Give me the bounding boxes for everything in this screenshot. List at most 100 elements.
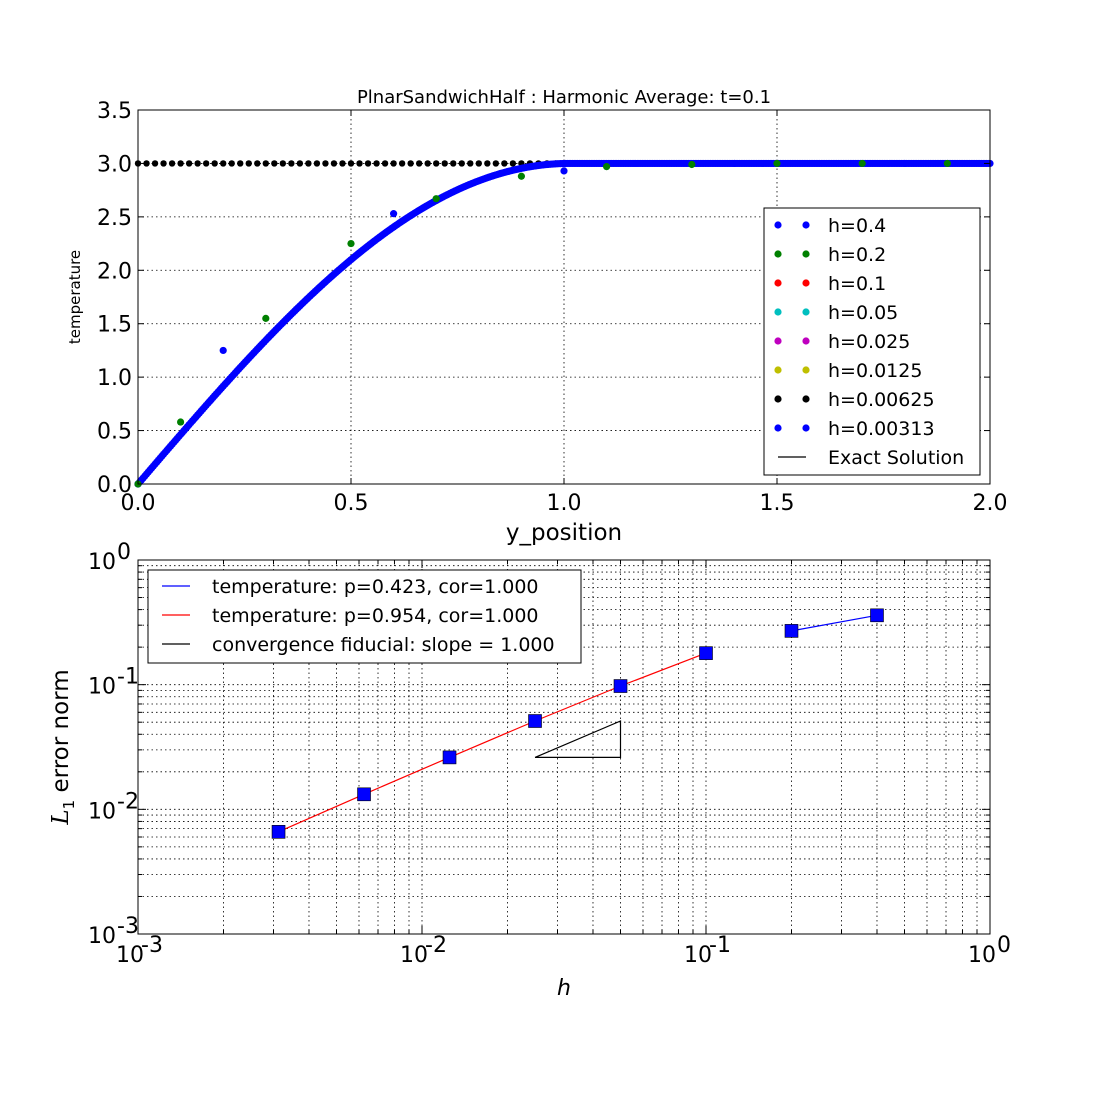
bottom-xtick-label: 10 — [968, 943, 996, 968]
top-legend-label: h=0.05 — [828, 302, 898, 324]
flat-point — [151, 160, 159, 167]
flat-point — [373, 160, 380, 167]
top-xtick-label: 0.0 — [121, 491, 156, 516]
bottom-xtick-label: 10 — [116, 943, 144, 968]
flat-point — [194, 160, 201, 167]
series-1-point — [773, 159, 781, 168]
flat-point — [254, 160, 261, 167]
series-1-point — [517, 172, 526, 180]
bottom-ytick-label: 10 — [88, 799, 116, 824]
series-1-point — [603, 163, 611, 171]
bottom-ytick-exponent: -3 — [117, 914, 139, 939]
legend-marker — [802, 395, 810, 403]
bottom-series-2-line — [534, 720, 622, 759]
series-1-point — [858, 159, 866, 168]
legend-marker — [802, 221, 810, 229]
legend-marker — [774, 337, 782, 345]
series-0-point — [219, 346, 227, 355]
legend-marker — [802, 308, 810, 316]
bottom-ylabel: L1 error norm — [48, 669, 78, 825]
bottom-data — [271, 608, 884, 839]
flat-point — [381, 160, 389, 167]
flat-point — [398, 160, 406, 167]
top-chart-title: PlnarSandwichHalf : Harmonic Average: t=… — [357, 87, 771, 108]
top-ytick-label: 0.5 — [97, 420, 132, 445]
svg-text:L1 error norm: L1 error norm — [48, 669, 78, 825]
bottom-marker — [870, 608, 884, 623]
top-ticks: 0.0 0.5 1.0 1.5 2.0 0.0 0.5 1.0 1.5 2.0 2.5 3.0 3.5 — [97, 99, 1008, 516]
flat-point — [220, 160, 227, 167]
legend-marker — [774, 221, 782, 229]
flat-point — [347, 160, 355, 167]
series-0-point — [390, 210, 398, 218]
legend-marker — [774, 308, 782, 316]
legend-marker — [774, 250, 782, 258]
bottom-marker — [528, 714, 542, 728]
bottom-ytick-exponent: -1 — [117, 665, 139, 690]
bottom-ticks: 10-310 -310-210 -210-110 -110 010 0 — [88, 540, 1011, 968]
flat-point — [501, 160, 508, 167]
top-xtick-label: 2.0 — [973, 491, 1008, 516]
series-0-point — [730, 159, 739, 168]
flat-point — [168, 160, 176, 167]
flat-point — [415, 160, 423, 167]
flat-point — [211, 160, 218, 167]
flat-point — [484, 160, 491, 167]
flat-point — [450, 160, 457, 167]
series-1-point — [347, 239, 355, 248]
series-1-point — [943, 159, 952, 168]
legend-marker — [802, 337, 810, 345]
flat-point — [364, 160, 372, 167]
top-legend-label: h=0.025 — [828, 331, 910, 353]
legend-marker — [774, 424, 782, 432]
top-ytick-label: 3.0 — [97, 152, 132, 177]
flat-point — [441, 160, 448, 167]
top-ytick-label: 1.5 — [97, 313, 132, 338]
top-ytick-label: 2.5 — [97, 206, 132, 231]
top-legend-label: Exact Solution — [828, 447, 964, 469]
bottom-xtick-label: 10 — [400, 943, 428, 968]
bottom-marker — [699, 646, 713, 660]
bottom-ytick-exponent: 0 — [117, 540, 131, 565]
series-0-point — [901, 159, 909, 168]
top-ytick-label: 2.0 — [97, 259, 132, 284]
top-ytick-label: 1.0 — [97, 366, 132, 391]
flat-point — [288, 160, 295, 167]
bottom-xtick-exponent: 0 — [997, 933, 1011, 958]
top-legend: h=0.4 h=0.2 h=0.1 h=0.05 h=0.025 h=0.0125 h=0.… — [763, 207, 981, 476]
flat-point — [467, 160, 474, 167]
bottom-ytick-exponent: -2 — [117, 789, 139, 814]
bottom-marker — [784, 624, 799, 638]
flat-point — [433, 160, 440, 167]
top-ylabel: temperature — [66, 250, 84, 344]
flat-point — [177, 160, 184, 167]
bottom-marker — [357, 787, 371, 802]
flat-point — [492, 160, 500, 167]
top-data — [134, 159, 994, 488]
legend-marker — [774, 279, 782, 287]
top-xtick-label: 1.5 — [760, 491, 795, 516]
series-1-point — [177, 418, 185, 426]
flat-point — [237, 160, 244, 167]
bottom-grid — [137, 560, 990, 935]
bottom-marker — [613, 679, 628, 693]
flat-point — [160, 160, 167, 167]
top-ytick-label: 3.5 — [97, 99, 132, 124]
bottom-chart: 10-310 -310-210 -210-110 -110 010 0 h L1 erro… — [48, 540, 1011, 1001]
top-legend-frame — [763, 207, 981, 476]
bottom-xtick-exponent: -3 — [141, 933, 163, 958]
bottom-xtick-exponent: -2 — [425, 933, 447, 958]
bottom-legend: temperature: p=0.423, cor=1.000 temperatu… — [147, 569, 582, 664]
top-legend-label: h=0.1 — [828, 273, 886, 295]
flat-point — [356, 160, 363, 167]
legend-marker — [802, 366, 810, 374]
flat-point — [458, 160, 465, 167]
bottom-ytick-label: 10 — [88, 550, 116, 575]
top-xtick-label: 1.0 — [547, 491, 582, 516]
legend-marker — [774, 395, 782, 403]
top-ytick-label: 0.0 — [97, 473, 132, 498]
bottom-plot-frame — [137, 559, 991, 935]
top-xtick-label: 0.5 — [334, 491, 369, 516]
flat-point — [271, 160, 278, 167]
flat-point — [279, 160, 287, 167]
